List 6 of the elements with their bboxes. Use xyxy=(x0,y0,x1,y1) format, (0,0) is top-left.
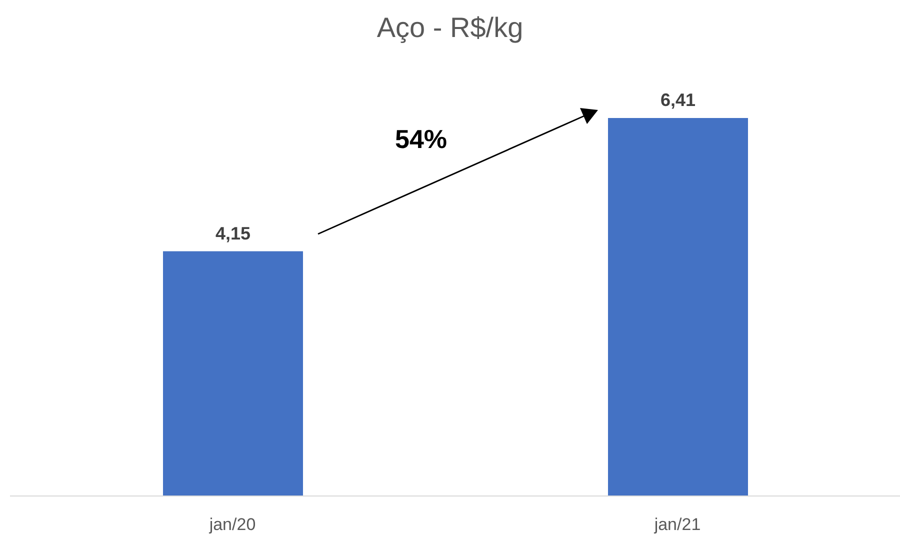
data-label: 4,15 xyxy=(215,223,251,244)
annotation: 54% xyxy=(395,124,448,155)
x-tick-label: jan/20 xyxy=(208,515,256,534)
chart-title: Aço - R$/kg xyxy=(376,12,524,44)
data-label: 6,41 xyxy=(660,90,696,110)
x-tick-label: jan/21 xyxy=(653,515,701,534)
